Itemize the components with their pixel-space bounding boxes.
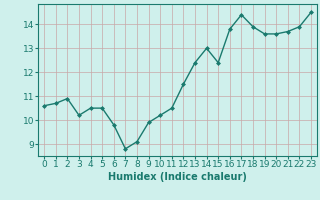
X-axis label: Humidex (Indice chaleur): Humidex (Indice chaleur) [108, 172, 247, 182]
